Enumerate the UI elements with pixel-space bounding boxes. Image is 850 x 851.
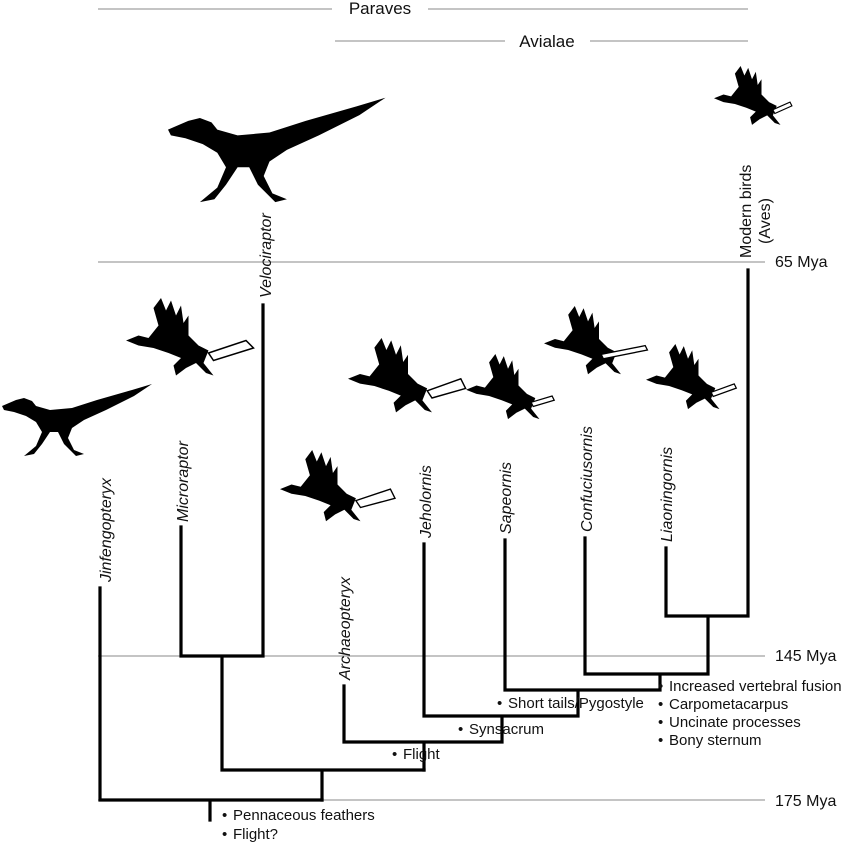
avialae-header: Avialae	[519, 32, 574, 51]
svg-text:•: •	[222, 826, 227, 843]
trait-vertebral: Increased vertebral fusion	[669, 678, 842, 695]
taxon-aves: (Aves)	[757, 198, 774, 244]
taxon-microraptor: Microraptor	[175, 440, 192, 522]
svg-text:•: •	[658, 696, 663, 713]
svg-text:•: •	[458, 721, 463, 738]
paraves-header: Paraves	[349, 0, 411, 18]
liaoningornis-silhouette	[646, 344, 738, 410]
taxon-confuciusornis: Confuciusornis	[579, 426, 596, 532]
sapeornis-silhouette	[466, 354, 556, 420]
taxon-liaoningornis: Liaoningornis	[659, 447, 676, 542]
taxon-velociraptor: Velociraptor	[258, 213, 275, 298]
time-label-145: 145 Mya	[775, 648, 836, 665]
jinfengopteryx-silhouette	[2, 384, 152, 456]
microraptor-silhouette	[126, 298, 255, 376]
svg-text:•: •	[392, 746, 397, 763]
svg-text:•: •	[658, 678, 663, 695]
time-label-175: 175 Mya	[775, 793, 836, 810]
trait-synsacrum: Synsacrum	[469, 721, 544, 738]
archaeopteryx-silhouette	[280, 450, 396, 522]
confuciusornis-silhouette	[544, 306, 649, 375]
trait-flight-q: Flight?	[233, 826, 278, 843]
trait-sternum: Bony sternum	[669, 732, 762, 749]
taxon-sapeornis: Sapeornis	[498, 462, 515, 534]
taxon-modern-birds: Modern birds	[738, 165, 755, 258]
svg-text:•: •	[222, 807, 227, 824]
trait-flight: Flight	[403, 746, 441, 763]
time-label-65: 65 Mya	[775, 254, 828, 271]
modern-bird-silhouette	[714, 66, 793, 125]
svg-text:•: •	[658, 714, 663, 731]
trait-annotations: • Pennaceous feathers • Flight? • Flight…	[222, 678, 842, 843]
trait-short-tails: Short tails/Pygostyle	[508, 695, 644, 712]
jeholornis-silhouette	[348, 338, 467, 413]
trait-uncinate: Uncinate processes	[669, 714, 801, 731]
taxon-jinfengopteryx: Jinfengopteryx	[98, 477, 115, 583]
taxon-archaeopteryx: Archaeopteryx	[337, 576, 354, 681]
taxon-jeholornis: Jeholornis	[418, 465, 435, 539]
velociraptor-silhouette	[168, 97, 386, 203]
trait-carpometacarpus: Carpometacarpus	[669, 696, 788, 713]
trait-pennaceous: Pennaceous feathers	[233, 807, 375, 824]
cladogram-branches	[98, 268, 750, 822]
svg-text:•: •	[497, 695, 502, 712]
svg-text:•: •	[658, 732, 663, 749]
